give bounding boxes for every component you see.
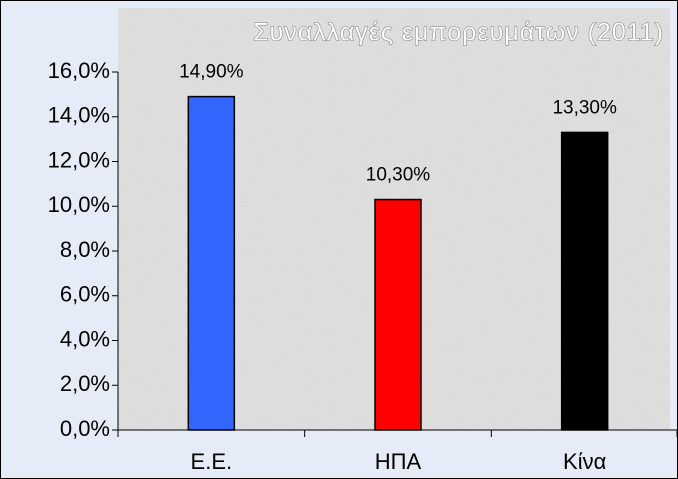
x-tick-label: Κίνα [563,449,607,474]
x-tick-label: Ε.Ε. [191,449,233,474]
y-tick-label: 14,0% [48,103,110,128]
y-tick-label: 0,0% [60,416,110,441]
bar [374,198,422,431]
y-tick-label: 4,0% [60,326,110,351]
chart-title: Συναλλαγές εμπορευμάτων (2011) [253,19,664,47]
bar [560,131,609,431]
y-tick-label: 12,0% [48,147,110,172]
value-label: 10,30% [366,165,431,186]
y-tick-label: 6,0% [60,282,110,307]
y-tick-label: 2,0% [60,371,110,396]
x-tick-label: ΗΠΑ [375,449,422,474]
y-tick-label: 10,0% [48,192,110,217]
bar [187,95,236,431]
y-tick-label: 8,0% [60,237,110,262]
value-label: 13,30% [552,97,617,118]
value-label: 14,90% [179,62,244,83]
y-tick-label: 16,0% [48,58,110,83]
